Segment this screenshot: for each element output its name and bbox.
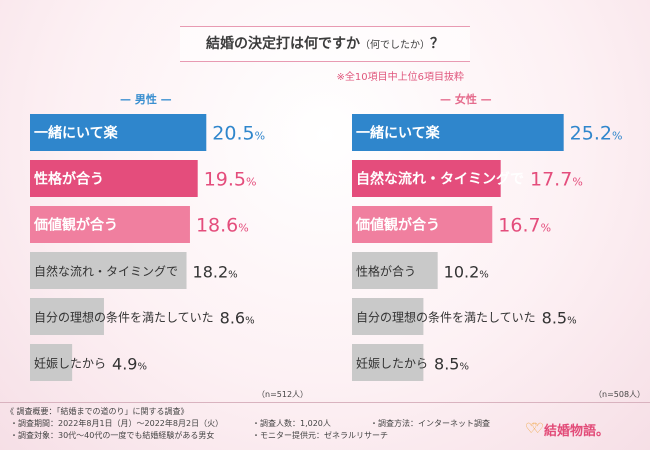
male-value-label-2: 18.6% (196, 215, 249, 237)
male-bar-4 (30, 298, 104, 335)
male-value-label-1: 19.5% (204, 169, 257, 191)
female-category-label-1: 自然な流れ・タイミングで (356, 171, 524, 188)
male-bar-1 (30, 160, 198, 197)
female-category-label-3: 性格が合う (356, 264, 416, 279)
female-value-label-5: 8.5% (434, 355, 469, 374)
male-value-label-0: 20.5% (212, 123, 265, 145)
female-category-label-0: 一緒にいて楽 (356, 125, 441, 142)
subnote: ※全10項目中上位6項目抜粋 (336, 72, 464, 83)
female-bar-2 (352, 206, 493, 243)
male-category-label-4: 自分の理想の条件を満たしていた (34, 310, 214, 325)
male-value-label-4: 8.6% (220, 309, 255, 328)
female-category-label-4: 自分の理想の条件を満たしていた (356, 310, 536, 325)
female-bar-4 (352, 298, 424, 335)
male-bar-5 (30, 344, 73, 381)
title-main: 結婚の決定打は何ですか (206, 36, 360, 52)
male-bar-3 (30, 252, 187, 289)
male-category-label-1: 性格が合う (34, 171, 104, 188)
footer-heading: 《 調査概要：「結婚までの道のり」に関する調査》 (6, 407, 189, 416)
female-bar-3 (352, 252, 438, 289)
female-value-label-0: 25.2% (570, 123, 623, 145)
chart-title: 結婚の決定打は何ですか（何でしたか）？ (180, 26, 470, 62)
female-category-label-2: 価値観が合う (355, 217, 440, 234)
female-value-label-3: 10.2% (444, 263, 489, 282)
footer-method: ・調査方法：インターネット調査 (370, 419, 490, 428)
female-sample-size: （n=508人） (594, 390, 646, 399)
title-end: ？ (430, 36, 444, 52)
male-value-label-5: 4.9% (112, 355, 147, 374)
male-panel-label: — 男性 — (120, 93, 172, 106)
female-panel-label: — 女性 — (440, 93, 492, 106)
male-category-label-0: 一緒にいて楽 (34, 125, 119, 142)
female-value-label-2: 16.7% (498, 215, 551, 237)
male-value-label-3: 18.2% (193, 263, 238, 282)
male-category-label-2: 価値観が合う (33, 217, 118, 234)
footer-period: ・調査期間：2022年8月1日（月）～2022年8月2日（火） (10, 419, 224, 428)
footer-target: ・調査対象：30代～40代の一度でも結婚経験がある男女 (10, 431, 215, 440)
female-value-label-4: 8.5% (542, 309, 577, 328)
female-bar-5 (352, 344, 424, 381)
female-value-label-1: 17.7% (530, 169, 583, 191)
brand-logo: 結婚物語。 (544, 424, 610, 439)
footer-divider (0, 402, 650, 403)
male-bar-0 (30, 114, 207, 151)
footer-count: ・調査人数：1,020人 (252, 419, 331, 428)
heart-logo-icon: ♡♡ (525, 421, 544, 437)
footer-provider: ・モニター提供元：ゼネラルリサーチ (252, 431, 388, 440)
female-bar-1 (352, 160, 501, 197)
female-bar-0 (352, 114, 564, 151)
male-sample-size: （n=512人） (257, 390, 309, 399)
female-category-label-5: 妊娠したから (356, 357, 428, 371)
male-category-label-5: 妊娠したから (34, 357, 106, 371)
title-sub: （何でしたか） (360, 40, 430, 51)
male-category-label-3: 自然な流れ・タイミングで (34, 264, 178, 279)
male-bar-2 (30, 206, 190, 243)
